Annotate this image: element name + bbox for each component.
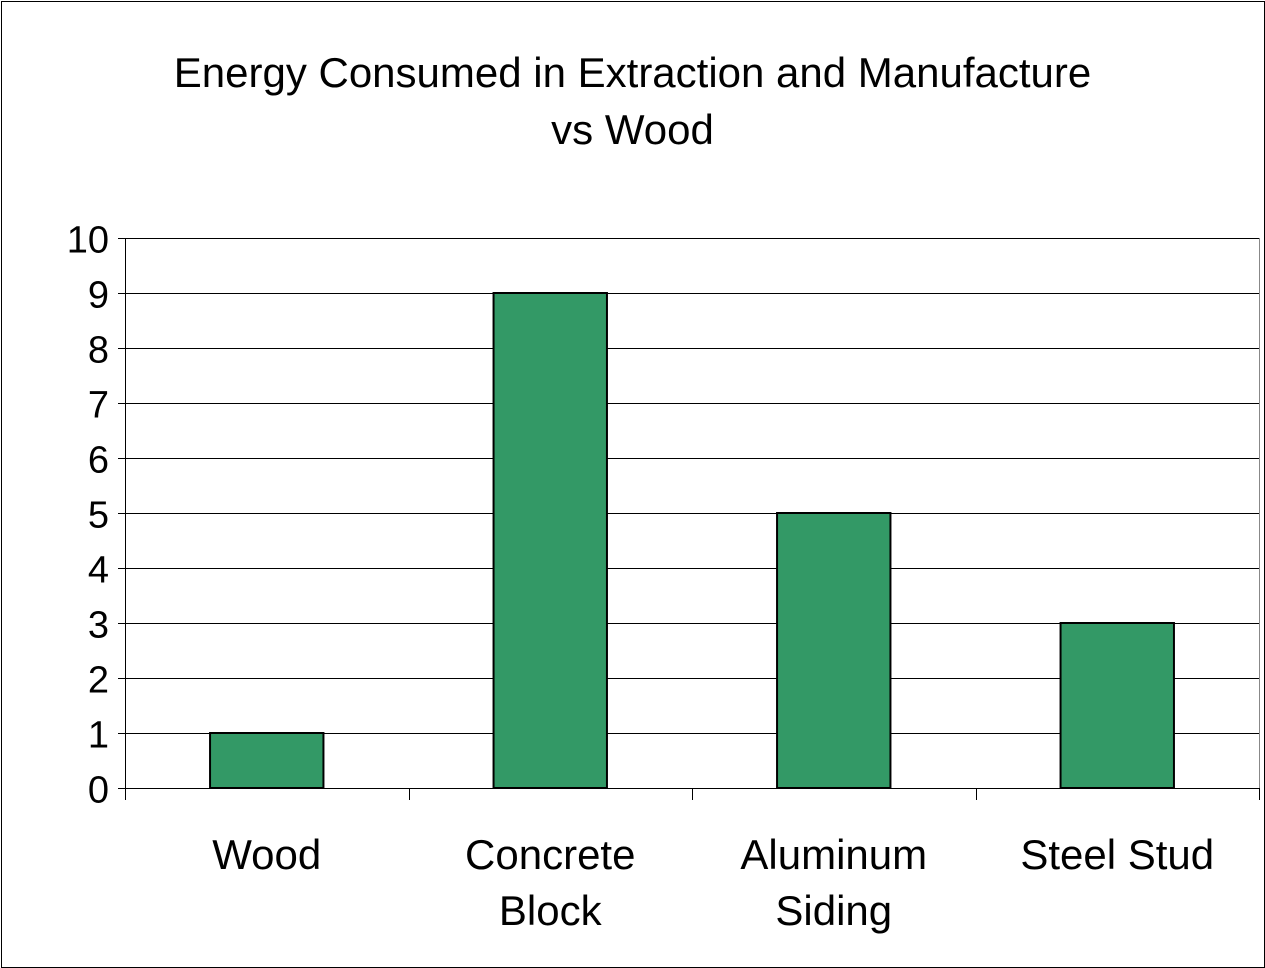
chart-title: Energy Consumed in Extraction and Manufa… xyxy=(0,44,1265,158)
x-tick-label-wood: Wood xyxy=(212,831,321,878)
y-tick-label-5: 5 xyxy=(88,495,109,537)
bar-aluminum-siding xyxy=(776,512,892,789)
gridlines xyxy=(125,238,1259,734)
y-tick-label-8: 8 xyxy=(88,330,109,372)
y-tick-label-1: 1 xyxy=(88,715,109,757)
bar-steel-stud xyxy=(1059,622,1175,789)
x-tick-label-line: Concrete xyxy=(465,831,635,878)
y-tick-label-6: 6 xyxy=(88,440,109,482)
x-tick-labels: Wood Concrete Block Aluminum Siding Steel Stu… xyxy=(212,831,1214,934)
axes xyxy=(118,238,1260,800)
x-tick-label-line: Aluminum xyxy=(740,831,927,878)
bar-concrete-block xyxy=(492,292,608,789)
bar-wood xyxy=(209,732,325,789)
x-tick-label-line: Wood xyxy=(212,831,321,878)
x-tick-label-concrete-block: Concrete Block xyxy=(465,831,635,934)
x-tick-label-steel-stud: Steel Stud xyxy=(1020,831,1214,878)
y-tick-labels: 0 1 2 3 4 5 6 7 8 9 10 xyxy=(67,220,109,812)
y-tick-label-0: 0 xyxy=(88,770,109,812)
y-tick-label-2: 2 xyxy=(88,660,109,702)
y-tick-label-3: 3 xyxy=(88,605,109,647)
y-tick-label-7: 7 xyxy=(88,385,109,427)
x-tick-label-line: Siding xyxy=(775,887,892,934)
x-tick-label-line: Block xyxy=(499,887,603,934)
y-tick-label-9: 9 xyxy=(88,275,109,317)
chart-title-line-1: Energy Consumed in Extraction and Manufa… xyxy=(173,49,1092,96)
y-tick-label-4: 4 xyxy=(88,550,109,592)
chart-title-line-2: vs Wood xyxy=(551,106,714,153)
x-tick-label-line: Steel Stud xyxy=(1020,831,1214,878)
y-tick-label-10: 10 xyxy=(67,220,109,262)
x-tick-label-aluminum-siding: Aluminum Siding xyxy=(740,831,927,934)
bars xyxy=(209,292,1175,789)
